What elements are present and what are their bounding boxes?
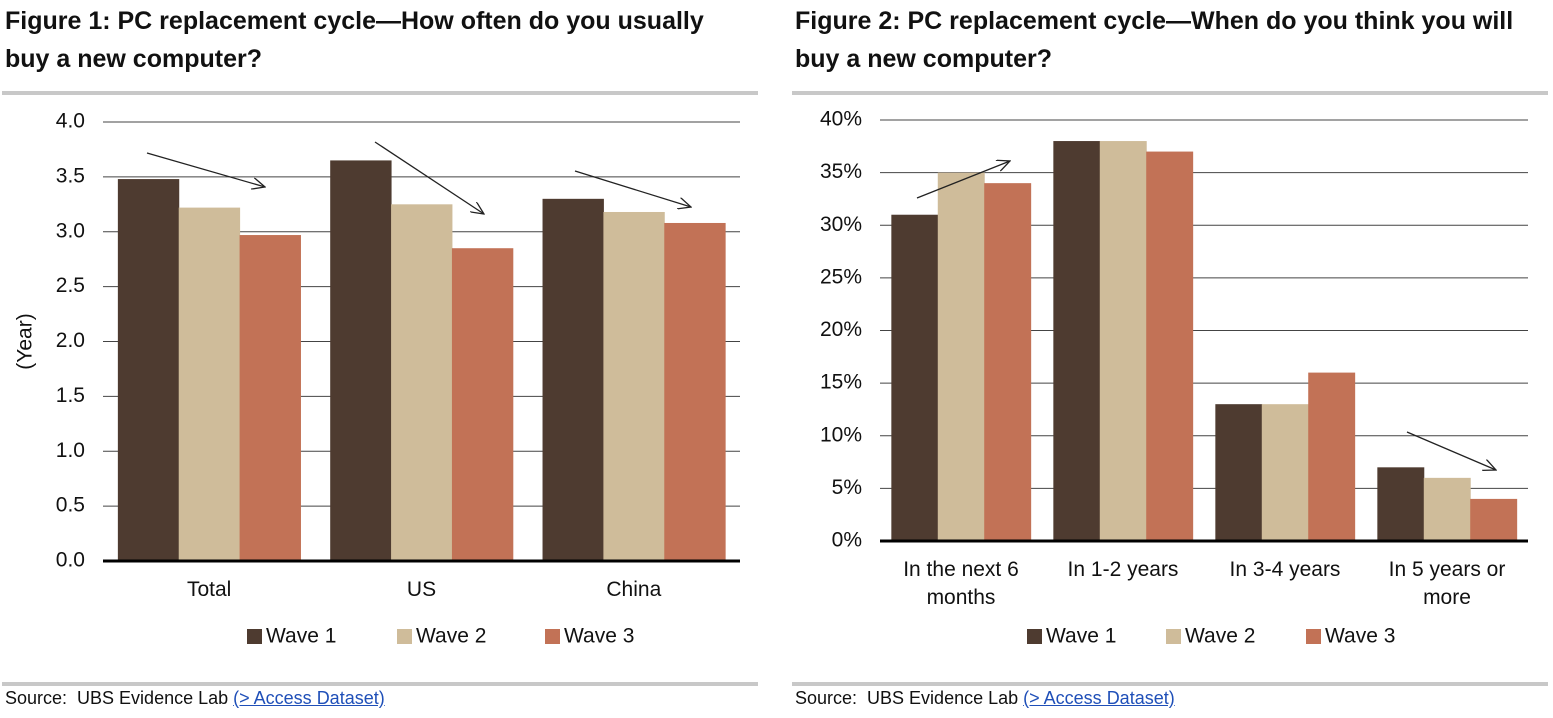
category-text: Total — [186, 578, 232, 601]
y-tick-label: 10% — [820, 423, 862, 446]
category-text: In 1-2 years — [1067, 558, 1179, 581]
x-tick-label: In 1-2 years — [1043, 556, 1203, 584]
legend-label: Wave 2 — [416, 625, 486, 648]
category-text: In 5 years or more — [1388, 558, 1506, 609]
dataset-link[interactable]: (> Access Dataset) — [233, 688, 385, 708]
y-tick-label: 25% — [820, 265, 862, 288]
chart-title: Figure 1: PC replacement cycle—How often… — [5, 2, 725, 78]
dataset-link[interactable]: (> Access Dataset) — [1023, 688, 1175, 708]
x-tick-label: China — [534, 576, 734, 604]
y-tick-label: 0% — [832, 529, 862, 552]
y-axis-label: (Year) — [14, 313, 37, 369]
legend-swatch — [247, 629, 262, 644]
chart-title-box: Figure 2: PC replacement cycle—When do y… — [795, 2, 1535, 78]
bar — [117, 179, 180, 561]
x-tick-label: Total — [109, 576, 309, 604]
bar — [451, 248, 514, 561]
x-tick-label-box: US — [322, 576, 522, 604]
source-text: Source: UBS Evidence Lab — [5, 688, 229, 708]
bar — [1053, 141, 1101, 542]
bar — [1099, 141, 1147, 542]
bar — [1470, 498, 1518, 541]
bar — [178, 207, 241, 562]
legend-label: Wave 3 — [1325, 625, 1395, 648]
legend-swatch — [545, 629, 560, 644]
bar — [542, 198, 604, 561]
bar — [1261, 404, 1309, 541]
x-tick-label: In 3-4 years — [1205, 556, 1365, 584]
x-tick-label: US — [322, 576, 522, 604]
y-tick-label: 2.0 — [56, 329, 85, 352]
category-text: China — [606, 578, 662, 601]
legend-swatch — [397, 629, 412, 644]
y-tick-label: 2.5 — [56, 274, 85, 297]
y-tick-label: 40% — [820, 108, 862, 131]
bar — [664, 222, 726, 561]
y-tick-label: 1.0 — [56, 439, 85, 462]
trend-arrows — [146, 141, 1496, 470]
bar — [891, 214, 939, 541]
category-text: US — [406, 578, 437, 601]
bar — [1423, 477, 1471, 541]
source: Source: UBS Evidence Lab (> Access Datas… — [795, 688, 1295, 709]
arrow — [574, 170, 691, 207]
arrow — [146, 152, 265, 187]
bar — [937, 172, 985, 541]
arrow — [916, 161, 1010, 199]
y-tick-label: 3.0 — [56, 219, 85, 242]
category-text: In 3-4 years — [1229, 558, 1341, 581]
bar — [1308, 372, 1356, 541]
bar — [330, 160, 392, 561]
bar — [391, 204, 453, 561]
legend-swatch — [1306, 629, 1321, 644]
x-tick-label: In 5 years or more — [1367, 556, 1527, 612]
category-text: In the next 6 months — [903, 558, 1019, 609]
chart-title: Figure 2: PC replacement cycle—When do y… — [795, 2, 1535, 78]
y-tick-label: 30% — [820, 213, 862, 236]
x-tick-label: In the next 6 months — [881, 556, 1041, 612]
legend-label: Wave 3 — [564, 625, 634, 648]
arrow — [1406, 431, 1496, 470]
y-tick-label: 15% — [820, 371, 862, 394]
y-tick-label: 20% — [820, 318, 862, 341]
title-text: Figure 2: PC replacement cycle—When do y… — [795, 7, 1514, 73]
x-tick-label-box: China — [534, 576, 734, 604]
bar — [984, 183, 1032, 541]
source-box: Source: UBS Evidence Lab (> Access Datas… — [795, 688, 1295, 709]
x-tick-label-box: In 5 years or more — [1367, 556, 1527, 612]
bar — [239, 235, 301, 562]
y-tick-label: 5% — [832, 476, 862, 499]
legend-swatch — [1027, 629, 1042, 644]
y-tick-label: 35% — [820, 160, 862, 183]
y-tick-label: 0.0 — [56, 549, 85, 572]
bar — [1215, 404, 1263, 541]
source-text: Source: UBS Evidence Lab — [795, 688, 1019, 708]
x-tick-label-box: In 1-2 years — [1043, 556, 1203, 584]
y-tick-label: 4.0 — [56, 110, 85, 133]
source-box: Source: UBS Evidence Lab (> Access Datas… — [5, 688, 505, 709]
x-tick-label-box: In 3-4 years — [1205, 556, 1365, 584]
legend-label: Wave 1 — [266, 625, 336, 648]
y-tick-label: 3.5 — [56, 164, 85, 187]
y-tick-label: 0.5 — [56, 494, 85, 517]
source: Source: UBS Evidence Lab (> Access Datas… — [5, 688, 505, 709]
legend-swatch — [1166, 629, 1181, 644]
chart-title-box: Figure 1: PC replacement cycle—How often… — [5, 2, 725, 78]
legend-label: Wave 2 — [1185, 625, 1255, 648]
y-tick-label: 1.5 — [56, 384, 85, 407]
title-text: Figure 1: PC replacement cycle—How often… — [5, 7, 704, 73]
arrow — [374, 141, 484, 214]
x-tick-label-box: In the next 6 months — [881, 556, 1041, 612]
x-tick-label-box: Total — [109, 576, 309, 604]
bar — [603, 211, 665, 561]
legend-label: Wave 1 — [1046, 625, 1116, 648]
bar — [1146, 151, 1194, 541]
bar — [1377, 467, 1425, 541]
